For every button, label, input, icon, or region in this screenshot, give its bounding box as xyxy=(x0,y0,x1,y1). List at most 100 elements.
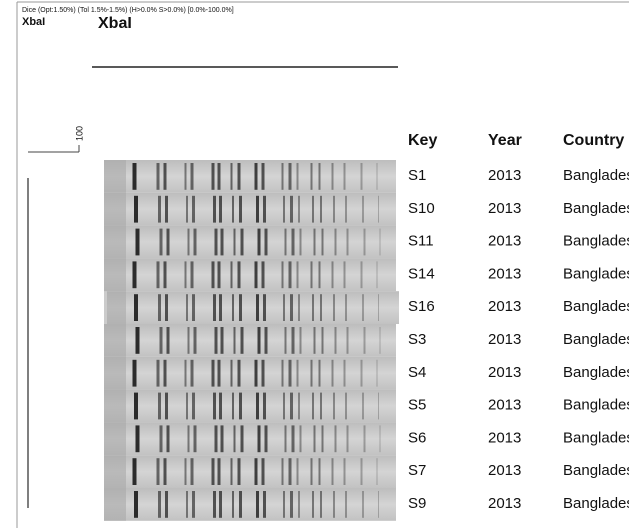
gel-band xyxy=(134,491,138,518)
gel-band xyxy=(238,163,241,190)
gel-band xyxy=(258,327,261,354)
gel-band xyxy=(219,294,222,321)
gel-band xyxy=(165,393,168,420)
table-cell: Bangladesh xyxy=(563,429,629,446)
lane-edge xyxy=(104,226,126,259)
gel-band xyxy=(262,458,265,485)
gel-band xyxy=(283,491,285,518)
gel-band xyxy=(191,360,194,387)
info-table: KeyYearCountryS12013BangladeshS102013Ban… xyxy=(408,132,629,512)
table-cell: 2013 xyxy=(488,233,521,250)
gel-band xyxy=(345,491,347,518)
table-cell: S11 xyxy=(408,233,434,250)
gel-band xyxy=(347,327,349,354)
gel-band xyxy=(164,163,167,190)
lane-edge xyxy=(104,488,126,521)
gel-band xyxy=(165,491,168,518)
lane-edge xyxy=(104,455,126,488)
gel-band xyxy=(165,294,168,321)
gel-band xyxy=(283,393,285,420)
gel-band xyxy=(361,458,363,485)
gel-band xyxy=(298,393,300,420)
gel-band xyxy=(362,294,364,321)
gel xyxy=(104,160,399,521)
table-cell: S14 xyxy=(408,265,435,282)
gel-lane xyxy=(104,422,396,455)
gel-band xyxy=(345,196,347,223)
table-cell: Bangladesh xyxy=(563,167,629,184)
gel-band xyxy=(344,360,346,387)
gel-band xyxy=(231,261,233,288)
gel-band xyxy=(312,294,314,321)
gel-band xyxy=(255,163,258,190)
gel-band xyxy=(333,393,335,420)
gel-band xyxy=(186,393,188,420)
gel-band xyxy=(378,393,379,420)
gel-lane xyxy=(104,455,396,488)
gel-band xyxy=(192,393,195,420)
gel-band xyxy=(218,360,221,387)
table-cell: 2013 xyxy=(488,200,521,217)
gel-band xyxy=(282,163,284,190)
gel-band xyxy=(232,393,234,420)
gel-band xyxy=(289,458,292,485)
gel-band xyxy=(165,196,168,223)
gel-band xyxy=(289,261,292,288)
gel-band xyxy=(311,360,313,387)
gel-band xyxy=(312,393,314,420)
gel-band xyxy=(160,425,163,452)
gel-band xyxy=(292,425,295,452)
gel-band xyxy=(320,393,322,420)
table-cell: 2013 xyxy=(488,397,521,414)
gel-band xyxy=(314,327,316,354)
method-text: Dice (Opt:1.50%) (Tol 1.5%-1.5%) (H>0.0%… xyxy=(22,7,234,14)
gel-band xyxy=(314,229,316,256)
gel-band xyxy=(232,294,234,321)
gel-band xyxy=(262,163,265,190)
gel-band xyxy=(347,425,349,452)
gel-band xyxy=(290,196,293,223)
gel-band xyxy=(136,425,140,452)
gel-band xyxy=(160,229,163,256)
gel-band xyxy=(258,425,261,452)
gel-band xyxy=(263,196,266,223)
table-cell: Bangladesh xyxy=(563,298,629,315)
gel-band xyxy=(300,327,302,354)
gel-band xyxy=(157,458,160,485)
gel-band xyxy=(319,261,321,288)
gel-band xyxy=(133,360,137,387)
gel-band xyxy=(282,360,284,387)
gel-band xyxy=(320,294,322,321)
table-cell: 2013 xyxy=(488,495,521,512)
gel-band xyxy=(212,360,215,387)
gel-band xyxy=(364,229,366,256)
gel-band xyxy=(377,360,378,387)
gel-band xyxy=(300,425,302,452)
gel-band xyxy=(191,458,194,485)
gel-band xyxy=(218,261,221,288)
gel-band xyxy=(362,196,364,223)
gel-band xyxy=(164,360,167,387)
gel-band xyxy=(285,425,287,452)
gel-band xyxy=(378,196,379,223)
gel-lane xyxy=(104,226,396,259)
gel-lane xyxy=(104,193,396,226)
gel-band xyxy=(297,163,299,190)
gel-band xyxy=(188,425,190,452)
lane-edge xyxy=(104,258,126,291)
gel-band xyxy=(219,196,222,223)
gel-band xyxy=(212,163,215,190)
gel-lane xyxy=(104,258,396,291)
gel-band xyxy=(158,294,161,321)
lane-edge xyxy=(104,422,126,455)
gel-band xyxy=(239,196,242,223)
gel-band xyxy=(167,229,170,256)
gel-band xyxy=(263,294,266,321)
table-cell: Bangladesh xyxy=(563,233,629,250)
gel-band xyxy=(347,229,349,256)
table-cell: 2013 xyxy=(488,331,521,348)
table-cell: Bangladesh xyxy=(563,265,629,282)
gel-band xyxy=(263,393,266,420)
gel-band xyxy=(194,229,197,256)
enzyme-title: XbaI xyxy=(98,15,132,32)
